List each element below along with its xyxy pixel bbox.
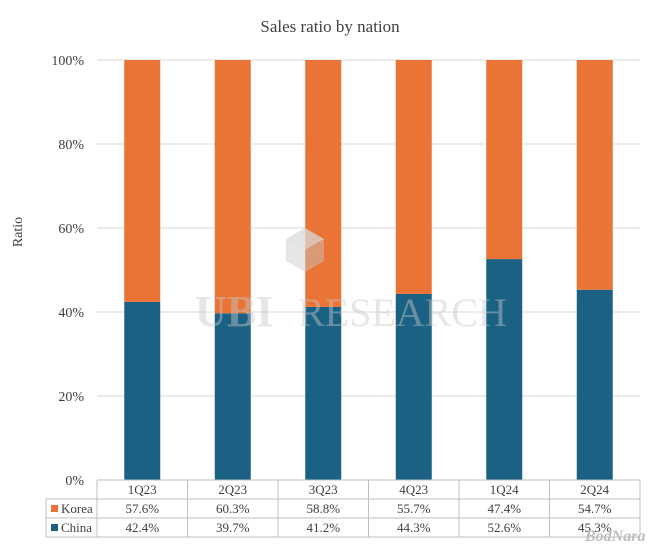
bar-korea-1q23 — [124, 60, 161, 302]
y-axis-label: Ratio — [11, 217, 26, 247]
x-tick-label: 4Q23 — [399, 482, 428, 497]
data-table: 1Q23 2Q23 3Q23 4Q23 1Q24 2Q24 Korea 57.6% 60.3% 5… — [45, 480, 641, 538]
legend-swatch-china — [51, 524, 58, 531]
x-tick-label: 3Q23 — [309, 482, 338, 497]
bar-korea-2q23 — [214, 60, 251, 314]
y-tick-label: 100% — [51, 54, 84, 69]
watermark-logo-icon — [286, 228, 324, 272]
brand-watermark: BodNara — [584, 528, 645, 545]
data-label: 47.4% — [487, 501, 521, 516]
data-label: 58.8% — [306, 501, 340, 516]
x-tick-label: 2Q24 — [580, 482, 609, 497]
legend-label-korea: Korea — [61, 501, 93, 516]
bar-china-4q23 — [395, 293, 432, 480]
y-tick-label: 40% — [58, 306, 84, 321]
bar-china-1q23 — [124, 301, 161, 480]
bars — [124, 60, 613, 480]
bar-china-2q23 — [214, 313, 251, 480]
data-label: 57.6% — [125, 501, 159, 516]
gridlines — [97, 59, 640, 397]
legend-swatch-korea — [51, 505, 58, 512]
y-tick-label: 0% — [65, 474, 84, 489]
data-label: 60.3% — [216, 501, 250, 516]
bar-china-2q24 — [576, 289, 613, 480]
data-label: 44.3% — [397, 520, 431, 535]
data-label: 42.4% — [125, 520, 159, 535]
bar-korea-4q23 — [395, 60, 432, 294]
x-tick-label: 2Q23 — [218, 482, 247, 497]
data-label: 52.6% — [487, 520, 521, 535]
data-label: 39.7% — [216, 520, 250, 535]
x-tick-label: 1Q24 — [490, 482, 519, 497]
bar-korea-3q23 — [305, 60, 342, 307]
watermark-ubi: UBI — [195, 287, 273, 336]
bar-korea-1q24 — [486, 60, 523, 260]
data-label: 41.2% — [306, 520, 340, 535]
bar-china-3q23 — [305, 306, 342, 480]
chart-title: Sales ratio by nation — [260, 17, 400, 36]
watermark: UBI RESEARCH — [195, 228, 507, 336]
data-label: 55.7% — [397, 501, 431, 516]
y-tick-label: 80% — [58, 138, 84, 153]
y-tick-label: 20% — [58, 390, 84, 405]
bar-china-1q24 — [486, 259, 523, 480]
y-tick-labels: 0% 20% 40% 60% 80% 100% — [51, 54, 84, 489]
bar-korea-2q24 — [576, 60, 613, 290]
data-label: 54.7% — [578, 501, 612, 516]
legend-label-china: China — [61, 520, 92, 535]
x-tick-label: 1Q23 — [128, 482, 157, 497]
data-label: 45.3% — [578, 520, 612, 535]
y-tick-label: 60% — [58, 222, 84, 237]
watermark-research: RESEARCH — [298, 290, 507, 335]
